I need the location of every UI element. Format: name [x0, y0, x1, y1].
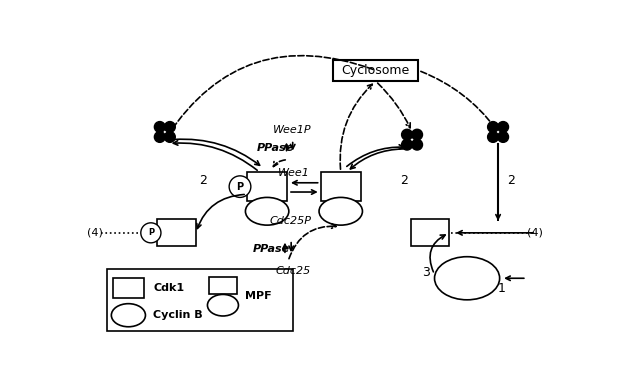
Circle shape [229, 176, 251, 197]
Text: P: P [237, 182, 243, 192]
Ellipse shape [319, 197, 362, 225]
Text: Cdk1: Cdk1 [153, 283, 184, 293]
Text: MPF: MPF [245, 291, 271, 301]
Circle shape [154, 131, 165, 142]
FancyBboxPatch shape [321, 172, 361, 201]
Text: (4): (4) [87, 228, 103, 238]
FancyBboxPatch shape [157, 219, 196, 246]
Circle shape [412, 129, 423, 140]
Text: 1: 1 [498, 282, 506, 295]
FancyBboxPatch shape [209, 277, 237, 295]
Text: P: P [148, 228, 154, 237]
Circle shape [497, 131, 509, 142]
Ellipse shape [434, 257, 499, 300]
Ellipse shape [245, 197, 289, 225]
Text: Cdc25: Cdc25 [275, 266, 310, 275]
Ellipse shape [208, 295, 239, 316]
FancyBboxPatch shape [410, 219, 449, 246]
Text: Wee1P: Wee1P [273, 125, 312, 135]
FancyBboxPatch shape [107, 269, 293, 331]
Circle shape [412, 139, 423, 150]
Text: PPase: PPase [252, 244, 290, 254]
Circle shape [488, 122, 499, 132]
Circle shape [488, 131, 499, 142]
Text: (4): (4) [527, 228, 543, 238]
Text: PPase: PPase [256, 143, 294, 153]
Text: 2: 2 [199, 174, 207, 187]
Text: Wee1: Wee1 [278, 168, 310, 178]
FancyBboxPatch shape [333, 59, 418, 81]
Circle shape [164, 131, 176, 142]
FancyBboxPatch shape [113, 278, 144, 298]
Text: Cyclin B: Cyclin B [153, 310, 203, 320]
Circle shape [402, 129, 412, 140]
Text: 2: 2 [507, 174, 515, 187]
Text: Cdc25P: Cdc25P [269, 216, 311, 226]
Circle shape [497, 122, 509, 132]
Text: Cyclosome: Cyclosome [342, 64, 410, 77]
Circle shape [154, 122, 165, 132]
Text: 3: 3 [422, 266, 430, 279]
Circle shape [402, 139, 412, 150]
Ellipse shape [111, 304, 145, 327]
Circle shape [141, 223, 161, 243]
Circle shape [164, 122, 176, 132]
Text: 2: 2 [400, 174, 408, 187]
FancyBboxPatch shape [247, 172, 287, 201]
